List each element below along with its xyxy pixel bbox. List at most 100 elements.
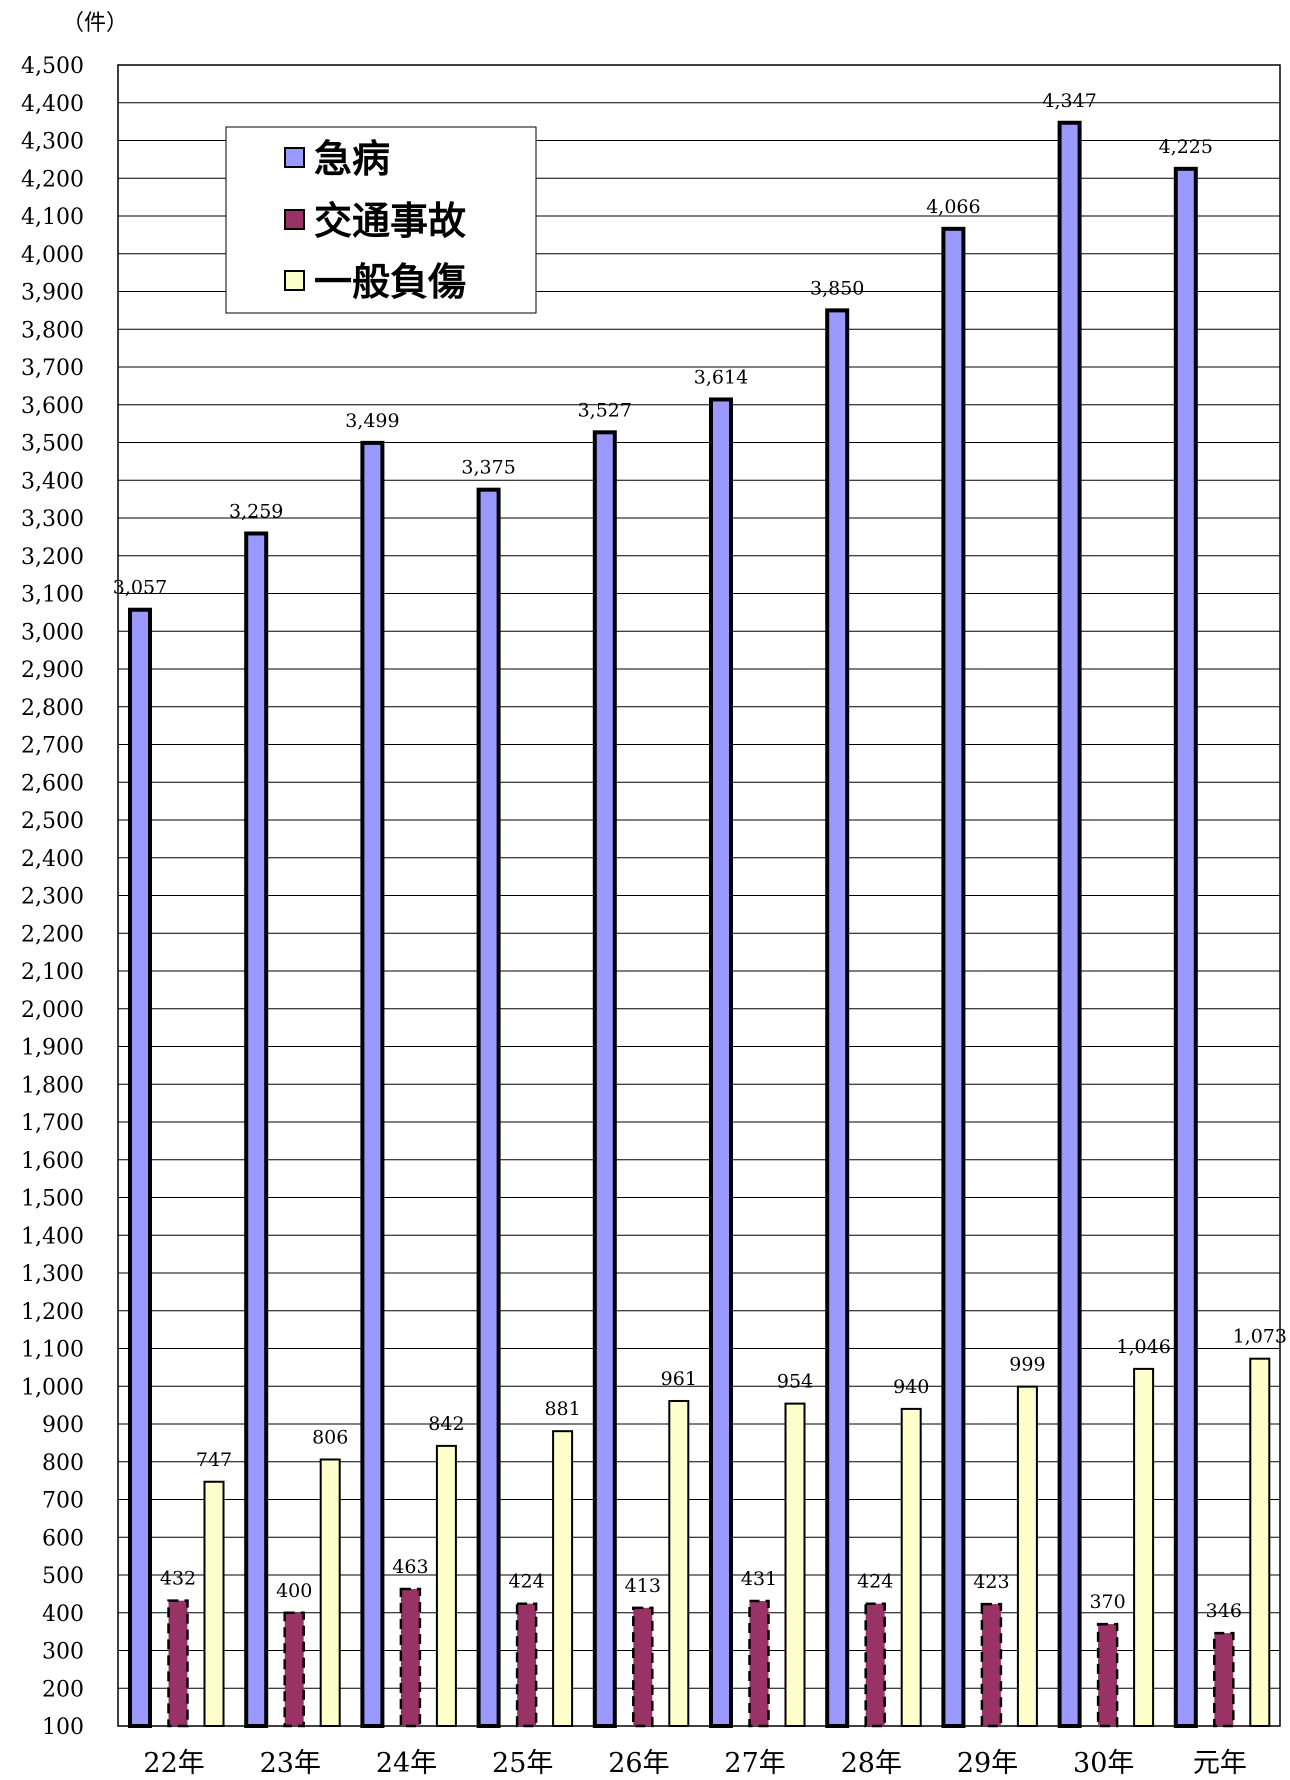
y-axis-unit-label: （件） [62, 11, 128, 36]
legend-box [225, 126, 537, 314]
bar-injury-1 [319, 1458, 341, 1727]
x-tick-label: 24年 [376, 1748, 437, 1779]
bar-traffic-1 [283, 1611, 305, 1728]
data-label-traffic-1: 400 [276, 1580, 312, 1602]
y-tick-label: 3,400 [21, 469, 84, 494]
x-tick-label: 元年 [1193, 1748, 1247, 1779]
data-label-injury-8: 1,046 [1116, 1336, 1170, 1358]
y-tick-label: 600 [42, 1526, 84, 1551]
data-label-disease-8: 4,347 [1042, 90, 1096, 112]
y-axis-ticks: 100 200 300 400 500 600 700 800 900 1,000 1,100 1,2… [21, 54, 84, 1740]
data-label-disease-5: 3,614 [694, 366, 748, 388]
x-tick-label: 22年 [143, 1748, 204, 1779]
x-axis-ticks: 22年 23年 24年 25年 26年 27年 28年 29年 30年 元年 [143, 1748, 1246, 1779]
y-tick-label: 1,100 [21, 1338, 84, 1363]
data-label-disease-1: 3,259 [229, 500, 283, 522]
bar-traffic-2 [399, 1587, 422, 1728]
bar-injury-4 [668, 1399, 690, 1728]
data-label-disease-6: 3,850 [810, 277, 864, 299]
data-label-traffic-8: 370 [1089, 1591, 1125, 1613]
bar-injury-0 [203, 1480, 225, 1727]
bar-injury-7 [1016, 1385, 1038, 1727]
y-tick-label: 100 [42, 1715, 84, 1740]
data-label-traffic-9: 346 [1206, 1600, 1242, 1622]
legend-label-injury: 一般負傷 [314, 260, 466, 304]
y-tick-label: 1,000 [21, 1375, 84, 1400]
data-label-injury-2: 842 [428, 1413, 464, 1435]
bar-traffic-0 [167, 1599, 189, 1728]
data-label-injury-6: 940 [893, 1376, 929, 1398]
bar-traffic-8 [1096, 1622, 1119, 1728]
bar-disease-7 [941, 226, 966, 1729]
y-tick-label: 200 [42, 1677, 84, 1702]
data-label-injury-4: 961 [661, 1368, 697, 1390]
bar-injury-5 [784, 1402, 806, 1727]
bar-injury-2 [435, 1444, 457, 1728]
bar-traffic-3 [515, 1602, 538, 1728]
y-tick-label: 3,800 [21, 318, 84, 343]
bars [128, 120, 1271, 1729]
y-tick-label: 1,700 [21, 1111, 84, 1136]
y-tick-label: 1,200 [21, 1300, 84, 1325]
data-label-traffic-0: 432 [160, 1568, 196, 1590]
y-tick-label: 1,500 [21, 1187, 84, 1212]
data-label-injury-3: 881 [544, 1398, 580, 1420]
bar-disease-0 [128, 607, 152, 1728]
y-tick-label: 1,600 [21, 1149, 84, 1174]
data-label-disease-4: 3,527 [578, 399, 632, 421]
bar-traffic-7 [980, 1602, 1003, 1728]
y-tick-label: 4,100 [21, 205, 84, 230]
y-tick-label: 4,300 [21, 130, 84, 155]
y-tick-label: 2,400 [21, 847, 84, 872]
x-tick-label: 27年 [724, 1748, 785, 1779]
data-label-disease-0: 3,057 [113, 577, 167, 599]
bar-injury-8 [1133, 1367, 1155, 1727]
x-tick-label: 26年 [608, 1748, 669, 1779]
bar-traffic-4 [632, 1606, 654, 1728]
data-label-traffic-6: 424 [857, 1571, 893, 1593]
legend-swatch-injury [284, 270, 305, 291]
y-tick-label: 800 [42, 1451, 84, 1476]
x-tick-label: 25年 [492, 1748, 553, 1779]
y-tick-label: 3,100 [21, 583, 84, 608]
y-tick-label: 4,500 [21, 54, 84, 79]
legend-swatch-traffic [284, 209, 305, 230]
y-tick-label: 3,500 [21, 432, 84, 457]
y-tick-label: 4,400 [21, 92, 84, 117]
x-tick-label: 23年 [260, 1748, 321, 1779]
data-label-traffic-3: 424 [508, 1571, 544, 1593]
bar-disease-4 [592, 430, 617, 1728]
y-tick-label: 2,600 [21, 771, 84, 796]
data-label-disease-7: 4,066 [926, 196, 980, 218]
bar-disease-6 [825, 308, 850, 1728]
y-tick-label: 1,300 [21, 1262, 84, 1287]
bar-disease-8 [1057, 120, 1082, 1729]
y-tick-label: 4,200 [21, 167, 84, 192]
data-label-traffic-5: 431 [741, 1568, 777, 1590]
legend-label-disease: 急病 [314, 137, 390, 181]
y-tick-label: 3,900 [21, 281, 84, 306]
y-tick-label: 500 [42, 1564, 84, 1589]
y-tick-label: 3,600 [21, 394, 84, 419]
data-label-disease-9: 4,225 [1159, 136, 1213, 158]
bar-disease-3 [476, 487, 501, 1728]
x-tick-label: 28年 [841, 1748, 902, 1779]
y-tick-label: 900 [42, 1413, 84, 1438]
y-tick-label: 2,100 [21, 960, 84, 985]
data-label-injury-1: 806 [312, 1426, 348, 1448]
data-label-injury-5: 954 [777, 1371, 813, 1393]
bar-disease-2 [360, 440, 385, 1729]
x-tick-label: 30年 [1073, 1748, 1134, 1779]
x-tick-label: 29年 [957, 1748, 1018, 1779]
bar-traffic-5 [748, 1599, 770, 1728]
y-tick-label: 1,400 [21, 1224, 84, 1249]
bar-disease-5 [709, 397, 733, 1729]
y-tick-label: 2,300 [21, 885, 84, 910]
data-label-traffic-2: 463 [392, 1556, 428, 1578]
bar-disease-1 [244, 531, 269, 1728]
y-tick-label: 2,200 [21, 922, 84, 947]
data-label-disease-2: 3,499 [345, 410, 399, 432]
bar-injury-3 [552, 1430, 574, 1727]
